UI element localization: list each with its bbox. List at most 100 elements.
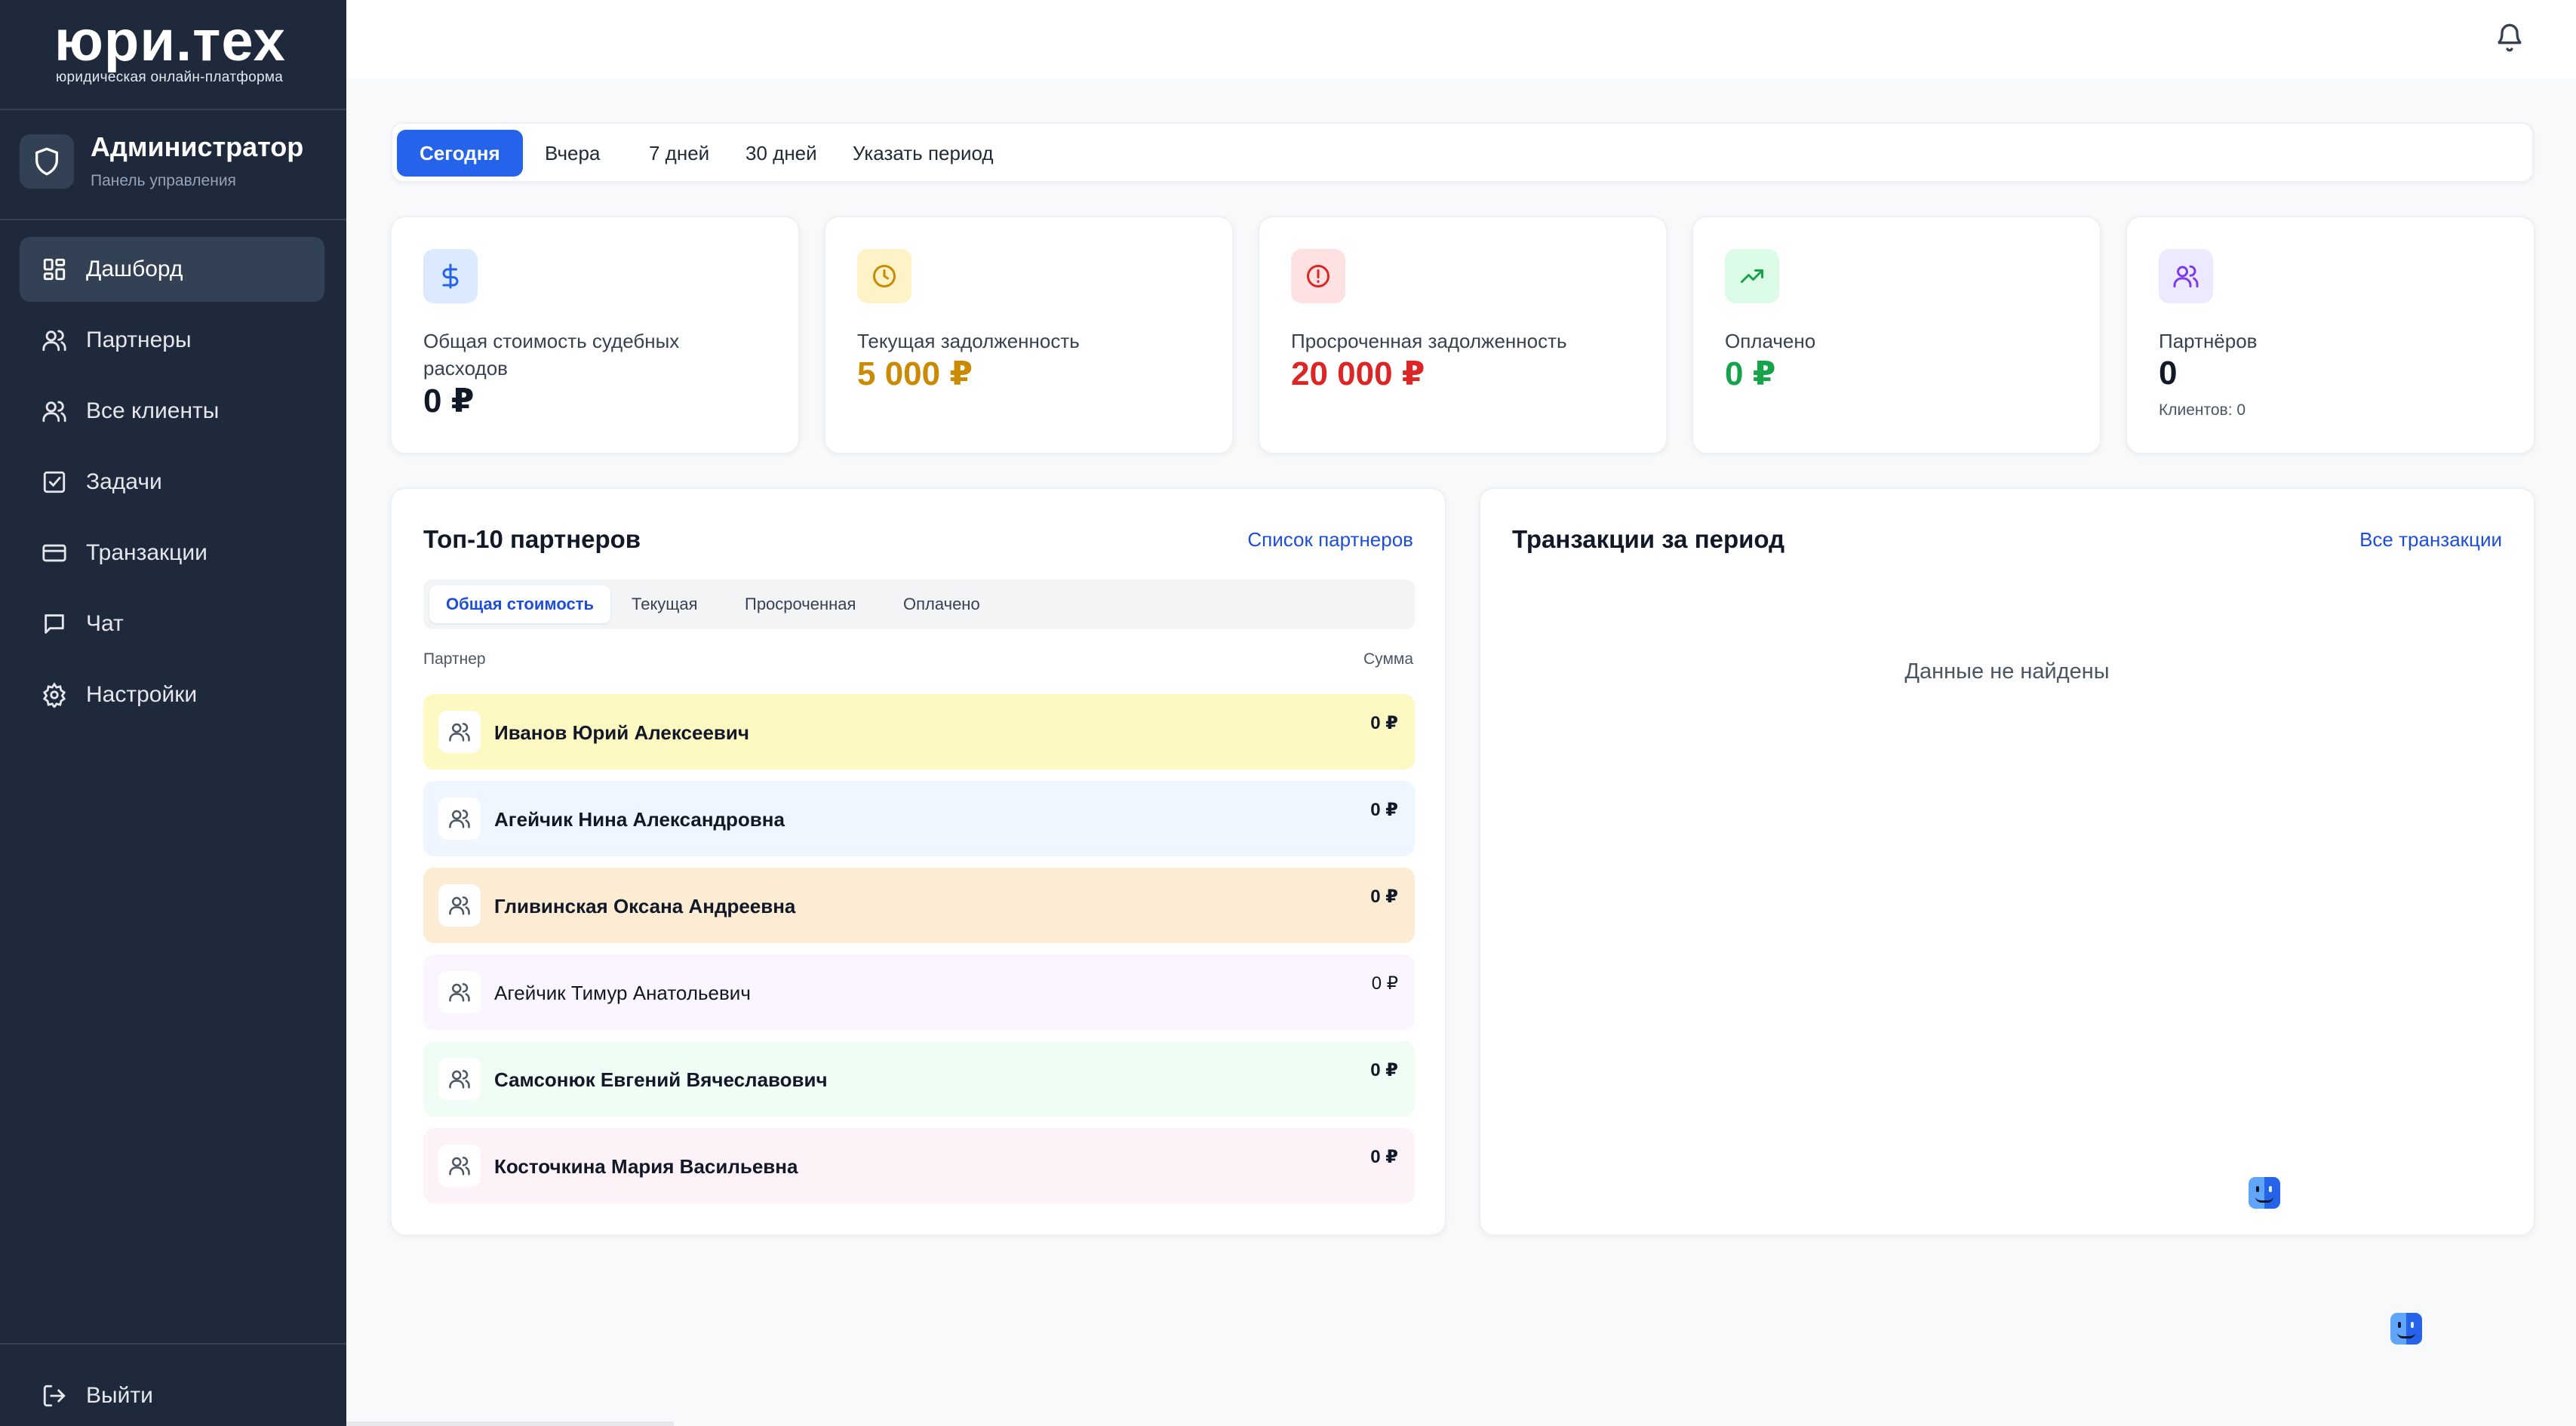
partner-row[interactable]: Агейчик Тимур Анатольевич 0 ₽ <box>423 954 1415 1030</box>
sidebar-item-clients[interactable]: Все клиенты <box>20 379 324 444</box>
partner-row[interactable]: Агейчик Нина Александровна 0 ₽ <box>423 781 1415 856</box>
tab-yesterday[interactable]: Вчера <box>545 141 601 164</box>
all-transactions-link[interactable]: Все транзакции <box>2359 528 2502 551</box>
logout-label: Выйти <box>86 1383 153 1408</box>
chat-icon <box>41 610 68 638</box>
logout-button[interactable]: Выйти <box>20 1366 324 1426</box>
partner-row[interactable]: Самсонюк Евгений Вячеславович 0 ₽ <box>423 1041 1415 1117</box>
users-icon <box>2159 249 2213 303</box>
panel-title: Топ-10 партнеров <box>423 525 641 553</box>
period-tabs: Сегодня Вчера 7 дней 30 дней Указать пер… <box>391 122 2534 183</box>
sidebar-item-label: Партнеры <box>86 327 192 352</box>
column-header-amount: Сумма <box>1363 650 1413 668</box>
trending-up-icon <box>1725 249 1779 303</box>
users-icon <box>438 1145 481 1187</box>
stat-value: 0 ₽ <box>1725 355 1776 392</box>
users-icon <box>438 971 481 1013</box>
stat-value: 5 000 ₽ <box>857 355 973 392</box>
sidebar-divider <box>0 1343 346 1345</box>
admin-title: Администратор <box>91 131 304 162</box>
tab-custom-period[interactable]: Указать период <box>853 141 994 164</box>
partner-amount: 0 ₽ <box>1370 887 1398 907</box>
horizontal-scrollbar[interactable] <box>346 1421 674 1426</box>
stat-value: 0 ₽ <box>423 383 475 420</box>
stat-card-partners: Партнёров 0 Клиентов: 0 <box>2126 216 2535 454</box>
shield-icon <box>20 134 74 189</box>
partner-amount: 0 ₽ <box>1371 973 1398 994</box>
sidebar-item-partners[interactable]: Партнеры <box>20 308 324 373</box>
finder-icon[interactable] <box>2390 1313 2422 1345</box>
clock-icon <box>857 249 911 303</box>
partner-row[interactable]: Гливинская Оксана Андреевна 0 ₽ <box>423 868 1415 943</box>
users-icon <box>41 327 68 354</box>
column-header-partner: Партнер <box>423 650 486 668</box>
sidebar-item-transactions[interactable]: Транзакции <box>20 521 324 585</box>
tab-paid[interactable]: Оплачено <box>903 595 980 613</box>
partners-subtabs: Общая стоимость Текущая Просроченная Опл… <box>423 579 1415 629</box>
dollar-icon <box>423 249 478 303</box>
stat-card-paid: Оплачено 0 ₽ <box>1692 216 2101 454</box>
empty-state: Данные не найдены <box>1904 659 2110 684</box>
partner-amount: 0 ₽ <box>1370 1147 1398 1167</box>
credit-card-icon <box>41 539 68 567</box>
transactions-panel: Транзакции за период Все транзакции Данн… <box>1479 487 2535 1236</box>
users-icon <box>41 398 68 425</box>
stat-card-overdue-debt: Просроченная задолженность 20 000 ₽ <box>1258 216 1668 454</box>
stat-card-current-debt: Текущая задолженность 5 000 ₽ <box>824 216 1234 454</box>
stat-value: 20 000 ₽ <box>1291 355 1425 392</box>
tab-today[interactable]: Сегодня <box>397 130 523 177</box>
logout-icon <box>41 1382 68 1409</box>
tab-7-days[interactable]: 7 дней <box>649 141 710 164</box>
gear-icon <box>41 681 68 708</box>
users-icon <box>438 798 481 840</box>
partner-name: Самсонюк Евгений Вячеславович <box>494 1068 828 1091</box>
finder-icon[interactable] <box>2249 1177 2280 1209</box>
sidebar-item-settings[interactable]: Настройки <box>20 662 324 727</box>
sidebar-item-dashboard[interactable]: Дашборд <box>20 237 324 302</box>
tab-30-days[interactable]: 30 дней <box>745 141 817 164</box>
panel-title: Транзакции за период <box>1512 525 1785 553</box>
users-icon <box>438 1058 481 1100</box>
sidebar-divider <box>0 219 346 220</box>
tab-overdue[interactable]: Просроченная <box>745 595 856 613</box>
stat-label: Общая стоимость судебных расходов <box>423 330 680 380</box>
partner-amount: 0 ₽ <box>1370 800 1398 820</box>
stat-label: Партнёров <box>2159 330 2258 352</box>
admin-block: Администратор Панель управления <box>20 128 337 204</box>
sidebar-nav: Дашборд Партнеры Все клиенты Задачи <box>20 237 324 733</box>
sidebar-item-label: Чат <box>86 611 124 636</box>
sidebar-item-tasks[interactable]: Задачи <box>20 450 324 515</box>
partner-name: Гливинская Оксана Андреевна <box>494 895 796 917</box>
top-bar <box>346 0 2576 78</box>
stat-label: Оплачено <box>1725 330 1816 352</box>
tab-current[interactable]: Текущая <box>632 595 698 613</box>
logo-area[interactable]: юри.тех юридическая онлайн-платформа <box>0 0 346 110</box>
partner-row[interactable]: Иванов Юрий Алексеевич 0 ₽ <box>423 694 1415 770</box>
partner-name: Косточкина Мария Васильевна <box>494 1155 798 1178</box>
sidebar-item-label: Задачи <box>86 469 162 494</box>
stat-value: 0 <box>2159 355 2178 392</box>
top-partners-panel: Топ-10 партнеров Список партнеров Общая … <box>390 487 1446 1236</box>
sidebar: юри.тех юридическая онлайн-платформа Адм… <box>0 0 346 1426</box>
partner-amount: 0 ₽ <box>1370 713 1398 733</box>
admin-subtitle: Панель управления <box>91 172 236 189</box>
sidebar-item-chat[interactable]: Чат <box>20 592 324 656</box>
sidebar-item-label: Дашборд <box>86 257 183 281</box>
checkbox-icon <box>41 469 68 496</box>
partner-row[interactable]: Косточкина Мария Васильевна 0 ₽ <box>423 1128 1415 1203</box>
partners-list-link[interactable]: Список партнеров <box>1247 528 1413 551</box>
stat-card-total-cost: Общая стоимость судебных расходов 0 ₽ <box>390 216 800 454</box>
sidebar-item-label: Настройки <box>86 682 198 707</box>
sidebar-item-label: Транзакции <box>86 540 207 565</box>
partner-name: Агейчик Нина Александровна <box>494 808 785 831</box>
tab-total-cost[interactable]: Общая стоимость <box>429 585 611 623</box>
logo-tagline: юридическая онлайн-платформа <box>56 69 284 85</box>
partner-amount: 0 ₽ <box>1370 1060 1398 1080</box>
bell-icon[interactable] <box>2495 23 2525 53</box>
dashboard-icon <box>41 256 68 283</box>
users-icon <box>438 711 481 753</box>
alert-icon <box>1291 249 1345 303</box>
users-icon <box>438 884 481 927</box>
stat-label: Просроченная задолженность <box>1291 330 1567 352</box>
